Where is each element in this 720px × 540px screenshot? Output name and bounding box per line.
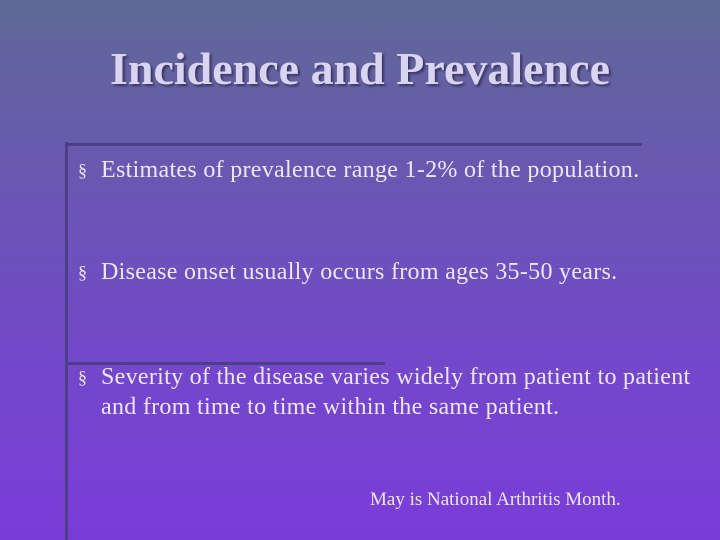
- bullet-marker: §: [78, 262, 88, 282]
- decor-line: [65, 143, 642, 146]
- decor-line: [65, 142, 68, 540]
- bullet-marker: §: [78, 367, 88, 387]
- slide-title: Incidence and Prevalence: [110, 43, 610, 94]
- bullet-text: Estimates of prevalence range 1-2% of th…: [101, 157, 640, 183]
- bullet-marker: §: [78, 160, 88, 180]
- footnote: May is National Arthritis Month.: [370, 489, 621, 510]
- decor-line: [65, 362, 385, 365]
- bullet-text: Severity of the disease varies widely fr…: [101, 364, 691, 420]
- bullet-text: Disease onset usually occurs from ages 3…: [101, 259, 618, 285]
